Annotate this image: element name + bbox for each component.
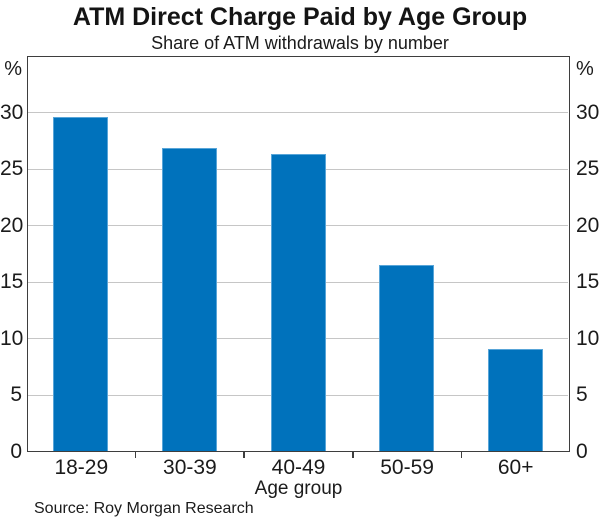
bar-60+ — [487, 348, 543, 452]
y-tick-right-5: 5 — [576, 383, 588, 407]
x-axis-tick-2 — [243, 452, 245, 458]
y-tick-right-30: 30 — [576, 100, 600, 124]
x-tick-label-40-49: 40-49 — [271, 456, 326, 479]
y-tick-left-30: 30 — [0, 100, 24, 124]
y-tick-left-0: 0 — [10, 440, 22, 463]
chart-subtitle: Share of ATM withdrawals by number — [151, 33, 449, 53]
x-axis-title: Age group — [254, 478, 343, 499]
x-axis-tick-3 — [352, 452, 354, 458]
x-axis-tick-4 — [460, 452, 463, 458]
bar-18-29 — [53, 116, 109, 452]
y-tick-left-25: 25 — [0, 157, 24, 181]
x-tick-label-30-39: 30-39 — [163, 456, 217, 479]
plot-area — [27, 56, 570, 452]
y-tick-left-10: 10 — [0, 326, 24, 350]
y-tick-right-10: 10 — [576, 326, 600, 350]
y-tick-right-25: 25 — [576, 157, 600, 181]
source-note: Source: Roy Morgan Research — [34, 500, 254, 517]
bar-50-59 — [379, 264, 435, 452]
y-tick-left-5: 5 — [10, 383, 22, 407]
y-tick-left-20: 20 — [0, 213, 24, 237]
bar-40-49 — [270, 153, 326, 452]
y-tick-right-0: 0 — [576, 440, 588, 463]
y-tick-left-15: 15 — [0, 270, 24, 294]
y-axis-unit-left: % — [4, 58, 22, 80]
x-tick-label-50-59: 50-59 — [380, 456, 434, 479]
x-tick-label-60+: 60+ — [497, 456, 534, 479]
x-axis-tick-1 — [134, 452, 137, 458]
y-axis-unit-right: % — [576, 58, 594, 80]
bar-30-39 — [161, 148, 217, 452]
chart-title: ATM Direct Charge Paid by Age Group — [72, 3, 528, 31]
x-tick-label-18-29: 18-29 — [54, 456, 109, 479]
gridline-30 — [28, 112, 568, 114]
y-tick-right-20: 20 — [576, 213, 600, 237]
y-tick-right-15: 15 — [576, 270, 600, 294]
